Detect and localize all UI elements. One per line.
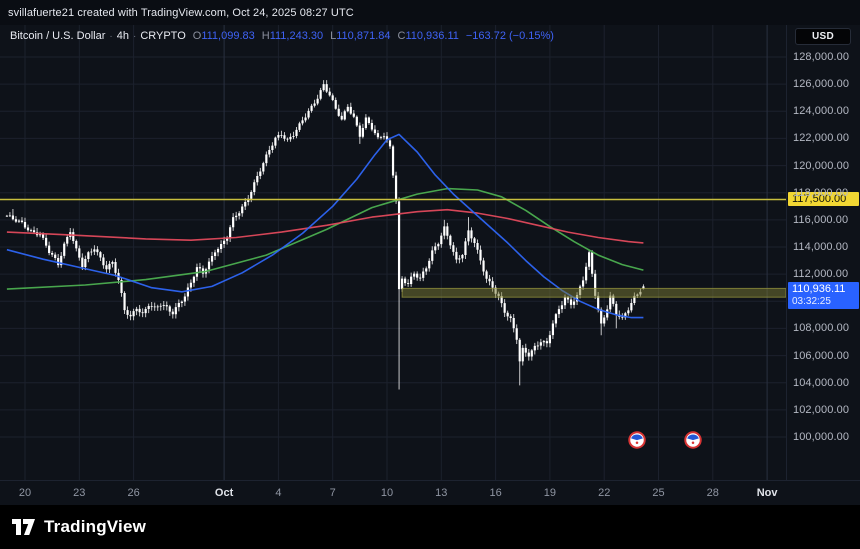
footer-bar: TradingView xyxy=(0,505,860,549)
change-value: −163.72 (−0.15%) xyxy=(465,30,554,42)
sticker-art xyxy=(684,431,702,449)
attribution-text: svillafuerte21 created with TradingView.… xyxy=(8,6,354,19)
price-axis-label: 122,000.00 xyxy=(793,132,850,145)
grid-layer xyxy=(0,25,786,480)
symbol-title[interactable]: Bitcoin / U.S. Dollar xyxy=(10,30,106,42)
last-price-value: 110,936.11 xyxy=(792,282,846,295)
price-axis-label: 104,000.00 xyxy=(793,376,850,389)
time-axis-label: 22 xyxy=(598,487,611,499)
emoji-sticker-icon[interactable] xyxy=(628,431,646,449)
ma-red-line xyxy=(6,208,644,244)
price-axis-label: 114,000.00 xyxy=(793,240,849,253)
price-axis-label: 118,000.00 xyxy=(793,186,849,199)
price-axis-label: 108,000.00 xyxy=(793,322,850,335)
time-axis-label: 16 xyxy=(489,487,502,499)
sticker-art xyxy=(628,431,646,449)
attribution-bar: svillafuerte21 created with TradingView.… xyxy=(0,0,860,25)
time-axis-label: Oct xyxy=(214,487,234,499)
price-axis[interactable]: USD 117,500.00 110,936.11 03:32:25 128,0… xyxy=(786,25,860,480)
price-axis-label: 116,000.00 xyxy=(793,213,849,226)
time-axis-label: 20 xyxy=(18,487,32,499)
yellow-price-line-label: 117,500.00 xyxy=(788,192,859,207)
time-axis-label: 13 xyxy=(435,487,448,499)
time-axis-label: 7 xyxy=(329,487,336,499)
open-label: O xyxy=(192,30,202,42)
low-value: 110,871.84 xyxy=(336,30,391,42)
price-axis-label: 128,000.00 xyxy=(793,51,850,63)
time-axis-label: Nov xyxy=(756,487,778,499)
open-value: 111,099.83 xyxy=(201,30,255,42)
price-zone-drawing[interactable] xyxy=(401,287,786,298)
price-axis-label: 100,000.00 xyxy=(793,430,850,443)
time-axis-label: 25 xyxy=(652,487,665,499)
interval-label[interactable]: 4h xyxy=(116,30,129,42)
bar-countdown: 03:32:25 xyxy=(792,295,831,307)
candles-layer xyxy=(5,80,645,390)
time-axis-label: 23 xyxy=(73,487,86,499)
emoji-sticker-icon[interactable] xyxy=(684,431,702,449)
time-axis-label: 10 xyxy=(380,487,394,499)
currency-toggle-button[interactable]: USD xyxy=(795,28,851,45)
close-value: 110,936.11 xyxy=(405,30,459,42)
symbol-legend: Bitcoin / U.S. Dollar · 4h · CRYPTO O 11… xyxy=(10,30,554,42)
chart-canvas[interactable] xyxy=(0,25,786,480)
exchange-label: CRYPTO xyxy=(140,30,186,42)
high-value: 111,243.30 xyxy=(269,30,324,42)
price-axis-label: 102,000.00 xyxy=(793,403,850,416)
legend-separator: · xyxy=(109,30,113,42)
price-axis-label: 126,000.00 xyxy=(793,78,850,91)
tradingview-logo-icon[interactable] xyxy=(12,519,36,535)
price-axis-label: 106,000.00 xyxy=(793,349,850,362)
low-label: L xyxy=(330,30,337,42)
tradingview-wordmark[interactable]: TradingView xyxy=(44,517,147,536)
price-axis-label: 112,000.00 xyxy=(793,268,849,281)
price-axis-label: 120,000.00 xyxy=(793,159,850,172)
high-label: H xyxy=(261,30,270,42)
time-axis-label: 26 xyxy=(127,487,140,499)
price-axis-label: 124,000.00 xyxy=(793,105,850,118)
legend-separator: · xyxy=(132,30,137,42)
close-label: C xyxy=(397,30,406,42)
time-axis-label: 4 xyxy=(275,487,282,499)
time-axis-label: 19 xyxy=(543,487,557,499)
time-axis[interactable]: 20 23 26 Oct 4 7 10 13 16 19 22 25 28 Nov xyxy=(0,480,860,505)
last-price-label: 110,936.11 03:32:25 xyxy=(788,281,859,309)
time-axis-label: 28 xyxy=(706,487,719,499)
